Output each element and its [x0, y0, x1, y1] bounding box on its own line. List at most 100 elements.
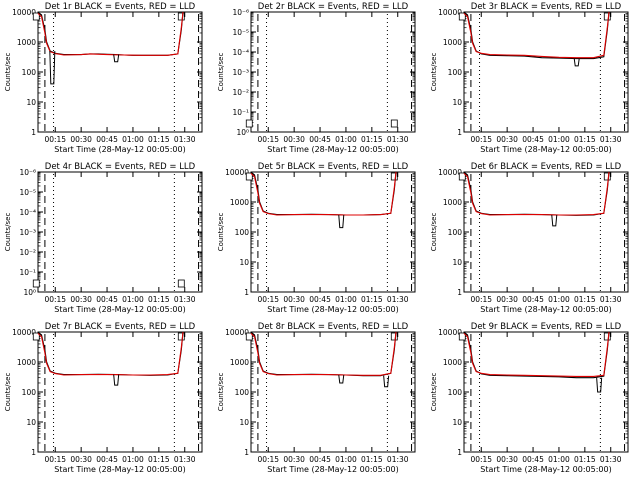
x-tick-label: 01:00: [548, 135, 570, 144]
marker-box: [603, 332, 611, 341]
marker-box: [245, 172, 253, 181]
x-axis-label: Start Time (28-May-12 00:05:00): [480, 145, 611, 154]
lld-series-line: [463, 11, 610, 59]
x-tick-label: 00:45: [522, 135, 544, 144]
marker-box: [177, 12, 185, 21]
events-dip: [383, 375, 390, 388]
y-tick-label: 10⁻¹: [232, 108, 249, 117]
y-tick-label: 10⁻⁶: [232, 8, 249, 17]
panel-1: Det 1r BLACK = Events, RED = LLD Start Ti…: [4, 2, 203, 154]
lld-series-line: [250, 331, 397, 376]
y-tick-label: 10⁻⁵: [19, 188, 36, 197]
plot-frame: [463, 11, 629, 133]
x-tick-label: 00:15: [257, 295, 279, 304]
y-tick-label: 100: [448, 68, 463, 77]
chart-title: Det 9r BLACK = Events, RED = LLD: [471, 322, 622, 332]
plot-frame: [37, 11, 203, 133]
y-axis-label: Counts/sec: [430, 373, 438, 412]
x-tick-label: 01:15: [148, 295, 170, 304]
x-tick-label: 01:15: [574, 455, 596, 464]
x-tick-label: 01:00: [548, 295, 570, 304]
x-tick-label: 01:15: [574, 135, 596, 144]
panel-5: Det 5r BLACK = Events, RED = LLD Start Ti…: [217, 162, 416, 314]
marker-box: [458, 332, 466, 341]
y-tick-label: 10: [452, 418, 462, 427]
x-tick-label: 00:15: [257, 135, 279, 144]
y-tick-label: 1000: [443, 198, 462, 207]
x-tick-label: 00:15: [470, 455, 492, 464]
chart-title: Det 1r BLACK = Events, RED = LLD: [45, 2, 196, 12]
y-tick-label: 10⁻²: [232, 88, 249, 97]
plot-frame: [463, 331, 629, 453]
chart-title: Det 4r BLACK = Events, RED = LLD: [45, 162, 196, 172]
x-tick-label: 01:00: [548, 455, 570, 464]
marker-box: [390, 332, 398, 341]
x-tick-label: 01:30: [387, 135, 409, 144]
events-series-line: [463, 331, 610, 379]
y-tick-label: 10⁻¹: [19, 268, 36, 277]
y-tick-label: 10⁻³: [232, 68, 249, 77]
x-tick-label: 01:30: [600, 295, 622, 304]
y-axis-label: Counts/sec: [430, 53, 438, 92]
y-tick-label: 1000: [17, 358, 36, 367]
lld-series-line: [37, 11, 184, 56]
events-dip: [113, 54, 120, 63]
y-tick-label: 10: [452, 98, 462, 107]
x-tick-label: 01:30: [174, 295, 196, 304]
y-tick-label: 100: [448, 228, 463, 237]
y-tick-label: 10⁻⁴: [19, 208, 36, 217]
y-tick-label: 10000: [438, 8, 462, 17]
panel-4: Det 4r BLACK = Events, RED = LLD Start Ti…: [4, 162, 203, 314]
x-tick-label: 01:00: [335, 135, 357, 144]
marker-box: [32, 332, 40, 341]
x-axis-label: Start Time (28-May-12 00:05:00): [267, 465, 398, 474]
chart-title: Det 2r BLACK = Events, RED = LLD: [258, 2, 409, 12]
marker-box: [245, 119, 253, 128]
marker-box: [603, 172, 611, 181]
marker-box: [458, 172, 466, 181]
marker-box: [390, 119, 398, 128]
events-dip: [338, 214, 345, 229]
y-axis-label: Counts/sec: [4, 53, 12, 92]
y-tick-label: 1000: [230, 358, 249, 367]
x-tick-label: 01:30: [387, 295, 409, 304]
chart-title: Det 5r BLACK = Events, RED = LLD: [258, 162, 409, 172]
y-axis-label: Counts/sec: [217, 373, 225, 412]
events-dip: [573, 58, 580, 67]
y-tick-label: 10: [26, 98, 36, 107]
y-tick-label: 10⁰: [236, 128, 249, 137]
events-series-line: [250, 331, 397, 377]
y-axis-label: Counts/sec: [4, 373, 12, 412]
x-axis-label: Start Time (28-May-12 00:05:00): [267, 305, 398, 314]
x-tick-label: 00:45: [522, 455, 544, 464]
y-tick-label: 100: [235, 388, 250, 397]
x-tick-label: 00:15: [257, 455, 279, 464]
x-tick-label: 01:15: [361, 295, 383, 304]
plot-frame: [250, 171, 416, 293]
x-tick-label: 00:45: [309, 135, 331, 144]
lld-series-line: [463, 331, 610, 377]
x-tick-label: 00:45: [96, 135, 118, 144]
events-series-line: [37, 11, 184, 56]
x-axis-label: Start Time (28-May-12 00:05:00): [267, 145, 398, 154]
y-axis-label: Counts/sec: [4, 213, 12, 252]
x-axis-label: Start Time (28-May-12 00:05:00): [54, 145, 185, 154]
y-tick-label: 10000: [438, 168, 462, 177]
lld-series-line: [250, 171, 397, 216]
x-axis-label: Start Time (28-May-12 00:05:00): [54, 305, 185, 314]
marker-box: [390, 172, 398, 181]
lld-series-line: [37, 331, 184, 376]
x-tick-label: 01:00: [335, 455, 357, 464]
x-tick-label: 01:15: [574, 295, 596, 304]
x-tick-label: 00:45: [96, 295, 118, 304]
y-tick-label: 10: [239, 418, 249, 427]
marker-box: [603, 12, 611, 21]
events-dip: [49, 50, 56, 85]
x-tick-label: 00:15: [470, 135, 492, 144]
y-tick-label: 1: [244, 288, 249, 297]
y-tick-label: 10: [452, 258, 462, 267]
marker-box: [177, 332, 185, 341]
y-tick-label: 1: [457, 128, 462, 137]
x-tick-label: 01:00: [122, 135, 144, 144]
